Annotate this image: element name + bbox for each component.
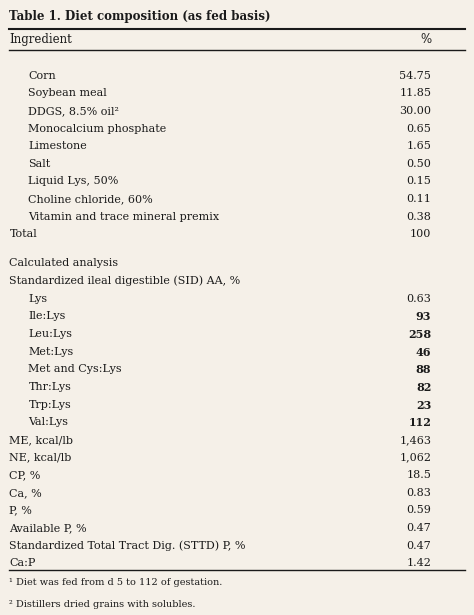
Text: NE, kcal/lb: NE, kcal/lb	[9, 453, 72, 462]
Text: Vitamin and trace mineral premix: Vitamin and trace mineral premix	[28, 212, 219, 222]
Text: 0.59: 0.59	[407, 506, 431, 515]
Text: DDGS, 8.5% oil²: DDGS, 8.5% oil²	[28, 106, 119, 116]
Text: Ca, %: Ca, %	[9, 488, 42, 498]
Text: Ca:P: Ca:P	[9, 558, 36, 568]
Text: Calculated analysis: Calculated analysis	[9, 258, 119, 268]
Text: ME, kcal/lb: ME, kcal/lb	[9, 435, 73, 445]
Text: 30.00: 30.00	[399, 106, 431, 116]
Text: 23: 23	[416, 400, 431, 411]
Text: 93: 93	[416, 311, 431, 322]
Text: P, %: P, %	[9, 506, 32, 515]
Text: Corn: Corn	[28, 71, 56, 81]
Text: 88: 88	[416, 364, 431, 375]
Text: %: %	[420, 33, 431, 46]
Text: 0.65: 0.65	[407, 124, 431, 133]
Text: Trp:Lys: Trp:Lys	[28, 400, 71, 410]
Text: 0.11: 0.11	[407, 194, 431, 204]
Text: Choline chloride, 60%: Choline chloride, 60%	[28, 194, 153, 204]
Text: 112: 112	[409, 417, 431, 428]
Text: Ingredient: Ingredient	[9, 33, 72, 46]
Text: Ile:Lys: Ile:Lys	[28, 311, 66, 321]
Text: Thr:Lys: Thr:Lys	[28, 382, 71, 392]
Text: Table 1. Diet composition (as fed basis): Table 1. Diet composition (as fed basis)	[9, 10, 271, 23]
Text: 54.75: 54.75	[400, 71, 431, 81]
Text: Standardized Total Tract Dig. (STTD) P, %: Standardized Total Tract Dig. (STTD) P, …	[9, 541, 246, 551]
Text: 1,062: 1,062	[399, 453, 431, 462]
Text: Leu:Lys: Leu:Lys	[28, 329, 73, 339]
Text: Met:Lys: Met:Lys	[28, 347, 73, 357]
Text: Liquid Lys, 50%: Liquid Lys, 50%	[28, 177, 119, 186]
Text: CP, %: CP, %	[9, 470, 41, 480]
Text: Met and Cys:Lys: Met and Cys:Lys	[28, 364, 122, 374]
Text: 0.47: 0.47	[407, 541, 431, 551]
Text: 11.85: 11.85	[399, 88, 431, 98]
Text: Total: Total	[9, 229, 37, 239]
Text: ¹ Diet was fed from d 5 to 112 of gestation.: ¹ Diet was fed from d 5 to 112 of gestat…	[9, 577, 223, 587]
Text: Limestone: Limestone	[28, 141, 87, 151]
Text: 0.63: 0.63	[407, 293, 431, 304]
Text: Salt: Salt	[28, 159, 51, 169]
Text: 46: 46	[416, 347, 431, 357]
Text: Standardized ileal digestible (SID) AA, %: Standardized ileal digestible (SID) AA, …	[9, 276, 241, 287]
Text: 258: 258	[408, 329, 431, 340]
Text: 0.47: 0.47	[407, 523, 431, 533]
Text: 1.65: 1.65	[407, 141, 431, 151]
Text: 0.83: 0.83	[407, 488, 431, 498]
Text: 0.15: 0.15	[407, 177, 431, 186]
Text: ² Distillers dried grains with solubles.: ² Distillers dried grains with solubles.	[9, 600, 196, 609]
Text: Soybean meal: Soybean meal	[28, 88, 107, 98]
Text: 0.50: 0.50	[407, 159, 431, 169]
Text: 82: 82	[416, 382, 431, 393]
Text: Val:Lys: Val:Lys	[28, 417, 68, 427]
Text: 18.5: 18.5	[407, 470, 431, 480]
Text: Lys: Lys	[28, 293, 47, 304]
Text: Available P, %: Available P, %	[9, 523, 87, 533]
Text: 1.42: 1.42	[407, 558, 431, 568]
Text: 1,463: 1,463	[399, 435, 431, 445]
Text: 0.38: 0.38	[407, 212, 431, 222]
Text: 100: 100	[410, 229, 431, 239]
Text: Monocalcium phosphate: Monocalcium phosphate	[28, 124, 167, 133]
